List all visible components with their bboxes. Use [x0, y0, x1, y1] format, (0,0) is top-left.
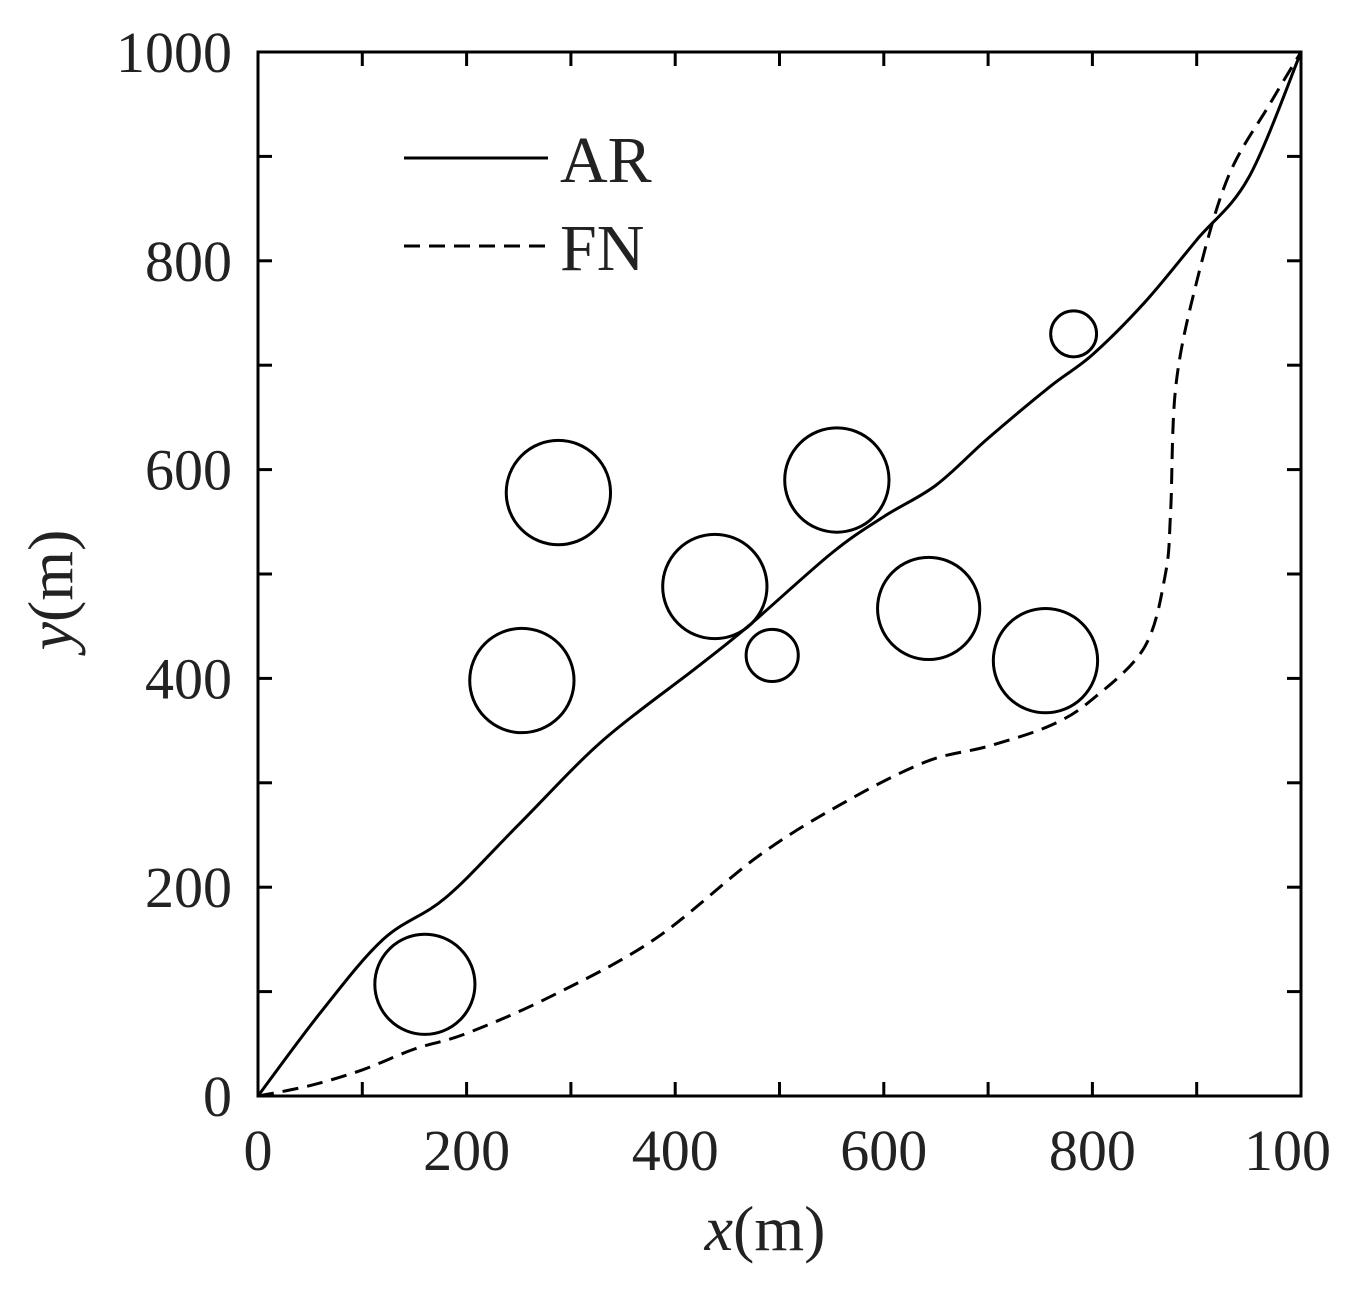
obstacle-circle-2 — [468, 626, 576, 735]
obstacle-circle-3 — [504, 438, 613, 547]
obstacle-circle-9 — [1049, 309, 1099, 359]
legend: AR FN — [404, 124, 652, 285]
x-tick-label-1000: 100 — [1244, 1118, 1331, 1183]
legend-label-fn: FN — [560, 212, 644, 285]
y-tick-label-0: 0 — [203, 1064, 232, 1129]
y-axis-unit: (m) — [15, 530, 86, 622]
obstacle-layer — [373, 309, 1100, 1036]
series-layer — [256, 51, 1303, 1098]
x-tick-label-800: 800 — [1049, 1118, 1136, 1183]
y-tick-label-600: 600 — [145, 438, 232, 503]
x-axis-variable: x — [704, 1193, 733, 1264]
y-tick-label-400: 400 — [145, 646, 232, 711]
y-tick-label-1000: 1000 — [116, 20, 232, 85]
obstacle-circle-5 — [744, 627, 800, 684]
y-axis-variable: y — [15, 621, 86, 656]
obstacle-circle-7 — [876, 555, 982, 662]
y-axis-label: y(m) — [15, 530, 86, 657]
obstacle-circle-8 — [991, 607, 1100, 715]
x-tick-label-0: 0 — [244, 1118, 273, 1183]
x-tick-label-400: 400 — [632, 1118, 719, 1183]
obstacle-circle-6 — [783, 426, 891, 534]
obstacle-circle-1 — [373, 932, 477, 1036]
x-tick-label-200: 200 — [423, 1118, 510, 1183]
x-tick-label-600: 600 — [840, 1118, 927, 1183]
tick-layer — [256, 50, 1303, 1098]
plot-frame — [256, 50, 1303, 1098]
series-line-fn — [257, 51, 1303, 1098]
y-tick-label-800: 800 — [145, 229, 232, 294]
x-axis-unit: (m) — [733, 1193, 825, 1264]
y-tick-label-200: 200 — [145, 855, 232, 920]
series-line-ar — [256, 51, 1303, 1097]
obstacle-circle-4 — [661, 532, 769, 641]
x-axis-label: x(m) — [704, 1193, 826, 1264]
legend-label-ar: AR — [560, 124, 652, 197]
